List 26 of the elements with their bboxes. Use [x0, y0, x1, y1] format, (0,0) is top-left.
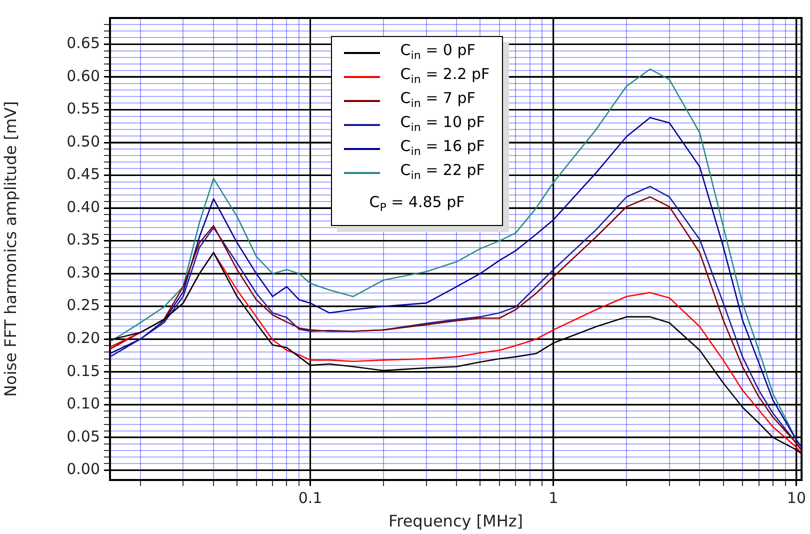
y-axis-title: Noise FFT harmonics amplitude [mV]	[0, 101, 20, 397]
x-tick-label: 1	[548, 488, 558, 507]
legend-label: C$_{in}$ = 2.2 pF	[400, 65, 490, 88]
y-tick-label: 0.40	[66, 198, 100, 216]
y-tick-label: 0.15	[66, 362, 100, 380]
legend-label: C$_{in}$ = 22 pF	[400, 161, 485, 184]
y-tick-label: 0.65	[66, 34, 100, 52]
legend-label: C$_{in}$ = 16 pF	[400, 137, 485, 160]
y-tick-label: 0.30	[66, 263, 100, 282]
y-tick-label: 0.25	[66, 296, 100, 314]
y-tick-label: 0.00	[66, 460, 100, 478]
y-tick-label: 0.50	[66, 132, 100, 150]
legend-label: C$_{in}$ = 0 pF	[400, 41, 476, 64]
y-tick-label: 0.10	[66, 394, 100, 413]
x-axis-title: Frequency [MHz]	[388, 512, 524, 531]
y-tick-label: 0.55	[66, 100, 100, 118]
y-tick-label: 0.20	[66, 328, 100, 347]
legend-label: C$_{in}$ = 7 pF	[400, 89, 476, 112]
y-tick-label: 0.35	[66, 230, 100, 249]
y-tick-label: 0.45	[66, 165, 100, 184]
annotation: C$_{P}$ = 4.85 pF	[368, 193, 466, 216]
legend-label: C$_{in}$ = 10 pF	[400, 113, 485, 136]
y-tick-label: 0.60	[66, 66, 100, 85]
x-tick-label: 0.1	[298, 488, 322, 507]
y-tick-label: 0.05	[66, 427, 100, 446]
x-tick-label: 10	[786, 488, 806, 507]
